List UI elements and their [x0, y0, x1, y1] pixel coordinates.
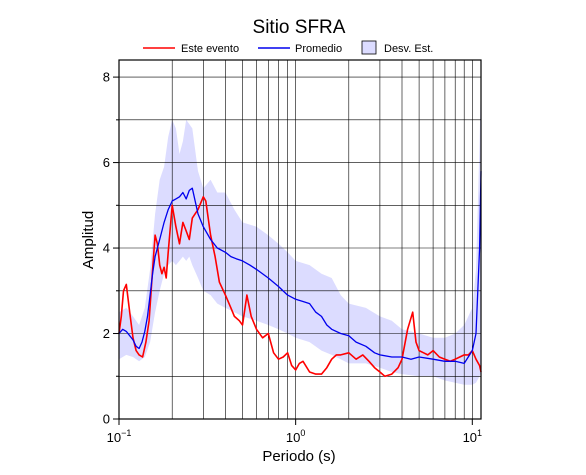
series-line-promedio	[118, 171, 482, 365]
legend-label-promedio: Promedio	[295, 43, 342, 55]
plot-frame	[118, 59, 482, 420]
y-tick-label: 8	[103, 70, 110, 85]
y-tick-label: 4	[103, 241, 110, 256]
y-tick-label: 6	[103, 155, 110, 170]
std-dev-band	[119, 77, 481, 385]
y-tick-label: 0	[103, 412, 110, 427]
legend: Este evento Promedio Desv. Est.	[143, 40, 433, 55]
x-tick-label: 100	[286, 428, 305, 445]
y-tick-label: 2	[103, 326, 110, 341]
std-dev-band-area	[119, 77, 481, 385]
x-tick-label: 10−1	[107, 428, 132, 445]
x-axis-label: Periodo (s)	[262, 448, 335, 465]
series-lines	[118, 171, 482, 378]
axis-ticks: 0 2 4 6 8 10−1 100 101	[103, 70, 482, 445]
x-tick-label: 101	[463, 428, 482, 445]
chart-title: Sitio SFRA	[253, 17, 346, 38]
legend-swatch-desv-est	[361, 40, 377, 55]
legend-label-este-evento: Este evento	[181, 43, 239, 55]
legend-label-desv-est: Desv. Est.	[384, 43, 433, 55]
series-line-este-evento	[118, 196, 482, 378]
y-axis-label: Amplitud	[80, 211, 97, 269]
